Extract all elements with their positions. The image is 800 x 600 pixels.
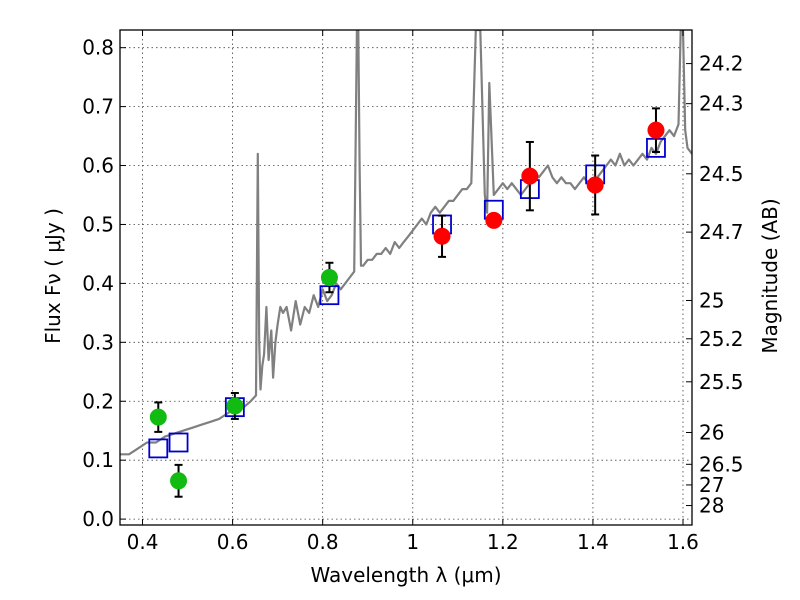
plot-frame bbox=[119, 29, 693, 526]
right-axis-label: Magnitude (AB) bbox=[758, 198, 782, 353]
y-tick-label: 0.1 bbox=[82, 448, 114, 472]
right-tick-label: 24.5 bbox=[699, 162, 744, 186]
right-tick-label: 28 bbox=[699, 494, 724, 518]
axis-ticks: 0.4 0.6 0.8 1 1.2 1.4 1.6 0.0 0.1 0.2 0.3 0.4 0.5 0.6… bbox=[82, 30, 744, 554]
right-tick-label: 25 bbox=[699, 288, 724, 312]
right-tick-label: 27 bbox=[699, 473, 724, 497]
y-tick-label: 0.2 bbox=[82, 389, 114, 413]
nir-data-point bbox=[647, 121, 665, 139]
y-axis-label: Flux Fν ( μJy ) bbox=[41, 208, 65, 344]
y-tick-label: 0.0 bbox=[82, 507, 114, 531]
model-photometry-square bbox=[168, 432, 189, 453]
optical-data-point bbox=[320, 269, 338, 286]
right-tick-label: 24.3 bbox=[699, 92, 744, 116]
y-tick-label: 0.6 bbox=[82, 154, 114, 178]
optical-data-point bbox=[149, 408, 167, 426]
nir-data-point bbox=[433, 227, 451, 245]
right-tick-label: 24.2 bbox=[699, 52, 744, 76]
optical-data-point bbox=[226, 397, 244, 415]
x-tick-label: 1.2 bbox=[487, 530, 519, 554]
x-tick-label: 1.4 bbox=[577, 530, 609, 554]
x-tick-label: 1 bbox=[406, 530, 419, 554]
grid-lines bbox=[120, 30, 692, 525]
x-tick-label: 0.6 bbox=[217, 530, 249, 554]
y-tick-label: 0.3 bbox=[82, 330, 114, 354]
model-photometry-square bbox=[148, 438, 169, 459]
y-tick-label: 0.5 bbox=[82, 212, 114, 236]
nir-data-point bbox=[586, 176, 604, 194]
right-tick-label: 25.5 bbox=[699, 370, 744, 394]
nir-data-point bbox=[485, 211, 503, 229]
nir-data-point bbox=[521, 167, 539, 185]
y-tick-label: 0.7 bbox=[82, 95, 114, 119]
right-tick-label: 26 bbox=[699, 420, 724, 444]
right-tick-label: 25.2 bbox=[699, 327, 744, 351]
x-tick-label: 1.6 bbox=[667, 530, 699, 554]
spectrum-line bbox=[120, 30, 692, 456]
y-tick-label: 0.4 bbox=[82, 271, 114, 295]
optical-data-point bbox=[170, 472, 188, 490]
plot-area bbox=[120, 30, 692, 498]
x-tick-label: 0.4 bbox=[127, 530, 159, 554]
right-tick-label: 24.7 bbox=[699, 220, 744, 244]
x-axis-label: Wavelength λ (μm) bbox=[310, 563, 501, 587]
x-tick-label: 0.8 bbox=[307, 530, 339, 554]
right-tick-label: 26.5 bbox=[699, 452, 744, 476]
y-tick-label: 0.8 bbox=[82, 36, 114, 60]
